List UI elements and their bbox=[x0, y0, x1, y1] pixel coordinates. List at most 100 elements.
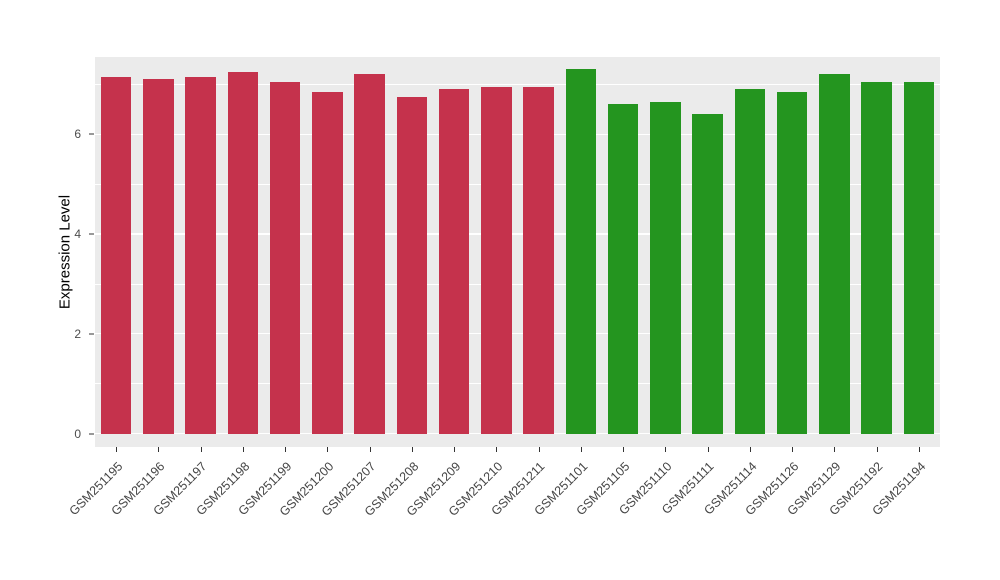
bar bbox=[269, 81, 301, 434]
bar bbox=[565, 69, 597, 434]
y-axis: 0 2 4 6 bbox=[0, 57, 95, 447]
bar-slot bbox=[560, 57, 602, 434]
bar bbox=[100, 76, 132, 434]
x-label-slot: GSM251194 bbox=[869, 452, 940, 580]
x-tick-mark bbox=[580, 447, 582, 452]
y-tick-label: 2 bbox=[74, 326, 81, 341]
x-tick-slot bbox=[602, 447, 644, 452]
y-tick-label: 6 bbox=[74, 127, 81, 142]
x-tick-slot bbox=[687, 447, 729, 452]
x-tick-mark bbox=[327, 447, 329, 452]
x-tick-slot bbox=[475, 447, 517, 452]
bar-slot bbox=[391, 57, 433, 434]
bar-slot bbox=[602, 57, 644, 434]
x-tick-mark bbox=[369, 447, 371, 452]
x-tick-mark bbox=[200, 447, 202, 452]
bar bbox=[650, 101, 681, 434]
bar-slot bbox=[264, 57, 306, 434]
x-tick-slot bbox=[306, 447, 348, 452]
x-tick-mark bbox=[623, 447, 625, 452]
y-tick-label: 0 bbox=[74, 426, 81, 441]
minor-gridline bbox=[95, 283, 940, 285]
bar-slot bbox=[95, 57, 137, 434]
minor-gridline bbox=[95, 183, 940, 185]
y-tick-mark bbox=[89, 233, 94, 235]
x-tick-slot bbox=[137, 447, 179, 452]
x-tick-mark bbox=[707, 447, 709, 452]
x-tick-slot bbox=[264, 447, 306, 452]
bar-slot bbox=[771, 57, 813, 434]
x-tick-slot bbox=[222, 447, 264, 452]
bar bbox=[861, 81, 892, 434]
bar bbox=[227, 71, 259, 434]
x-tick-slot bbox=[433, 447, 475, 452]
major-gridline bbox=[95, 133, 940, 135]
x-tick-slot bbox=[518, 447, 560, 452]
major-gridline bbox=[95, 333, 940, 335]
x-tick-slot bbox=[644, 447, 686, 452]
bar bbox=[607, 104, 639, 434]
bar-slot bbox=[518, 57, 560, 434]
x-tick-mark bbox=[665, 447, 667, 452]
y-tick-mark bbox=[89, 333, 94, 335]
x-tick-slot bbox=[349, 447, 391, 452]
bar bbox=[438, 89, 470, 434]
bar bbox=[396, 96, 428, 434]
bar bbox=[819, 74, 850, 434]
bar-slot bbox=[729, 57, 771, 434]
bar-slot bbox=[349, 57, 391, 434]
x-tick-mark bbox=[242, 447, 244, 452]
x-tick-slot bbox=[180, 447, 222, 452]
bar-slot bbox=[180, 57, 222, 434]
major-gridline bbox=[95, 233, 940, 235]
major-gridline bbox=[95, 432, 940, 435]
minor-gridline bbox=[95, 383, 940, 385]
x-tick-mark bbox=[876, 447, 878, 452]
bar-slot bbox=[306, 57, 348, 434]
x-tick-mark bbox=[496, 447, 498, 452]
x-label-slot: GSM251110 bbox=[616, 452, 686, 580]
bar bbox=[523, 86, 554, 434]
x-tick-row bbox=[95, 447, 940, 452]
x-label-slot: GSM251111 bbox=[659, 452, 729, 580]
x-tick-mark bbox=[792, 447, 794, 452]
bar bbox=[734, 89, 766, 434]
x-tick-slot bbox=[729, 447, 771, 452]
bars-layer bbox=[95, 57, 940, 434]
bar-slot bbox=[222, 57, 264, 434]
bar-slot bbox=[137, 57, 179, 434]
x-tick-mark bbox=[749, 447, 751, 452]
x-tick-slot bbox=[813, 447, 855, 452]
y-tick-mark bbox=[89, 133, 94, 135]
x-tick-mark bbox=[285, 447, 287, 452]
x-tick-slot bbox=[95, 447, 137, 452]
plot-area bbox=[95, 57, 940, 447]
x-axis: GSM251195 GSM251196 GSM251197 GSM251198 GSM2… bbox=[66, 447, 940, 580]
x-tick-mark bbox=[834, 447, 836, 452]
minor-gridline bbox=[95, 84, 940, 85]
bar bbox=[692, 114, 723, 434]
bar bbox=[903, 81, 935, 434]
x-label-slot: GSM251105 bbox=[573, 452, 644, 580]
bar-slot bbox=[813, 57, 855, 434]
x-label-row: GSM251195 GSM251196 GSM251197 GSM251198 GSM2… bbox=[66, 452, 940, 580]
y-tick-label: 4 bbox=[74, 227, 81, 242]
x-tick-slot bbox=[856, 447, 898, 452]
bar bbox=[143, 79, 174, 434]
bar bbox=[776, 91, 808, 434]
bar-slot bbox=[475, 57, 517, 434]
x-tick-slot bbox=[391, 447, 433, 452]
x-tick-mark bbox=[918, 447, 920, 452]
x-tick-mark bbox=[116, 447, 118, 452]
x-tick-mark bbox=[538, 447, 540, 452]
bar-slot bbox=[856, 57, 898, 434]
bar bbox=[312, 91, 343, 434]
x-tick-slot bbox=[560, 447, 602, 452]
x-tick-slot bbox=[898, 447, 940, 452]
x-tick-mark bbox=[454, 447, 456, 452]
bar-slot bbox=[433, 57, 475, 434]
bar bbox=[481, 86, 512, 434]
y-tick-mark bbox=[89, 433, 94, 435]
bar-slot bbox=[898, 57, 940, 434]
